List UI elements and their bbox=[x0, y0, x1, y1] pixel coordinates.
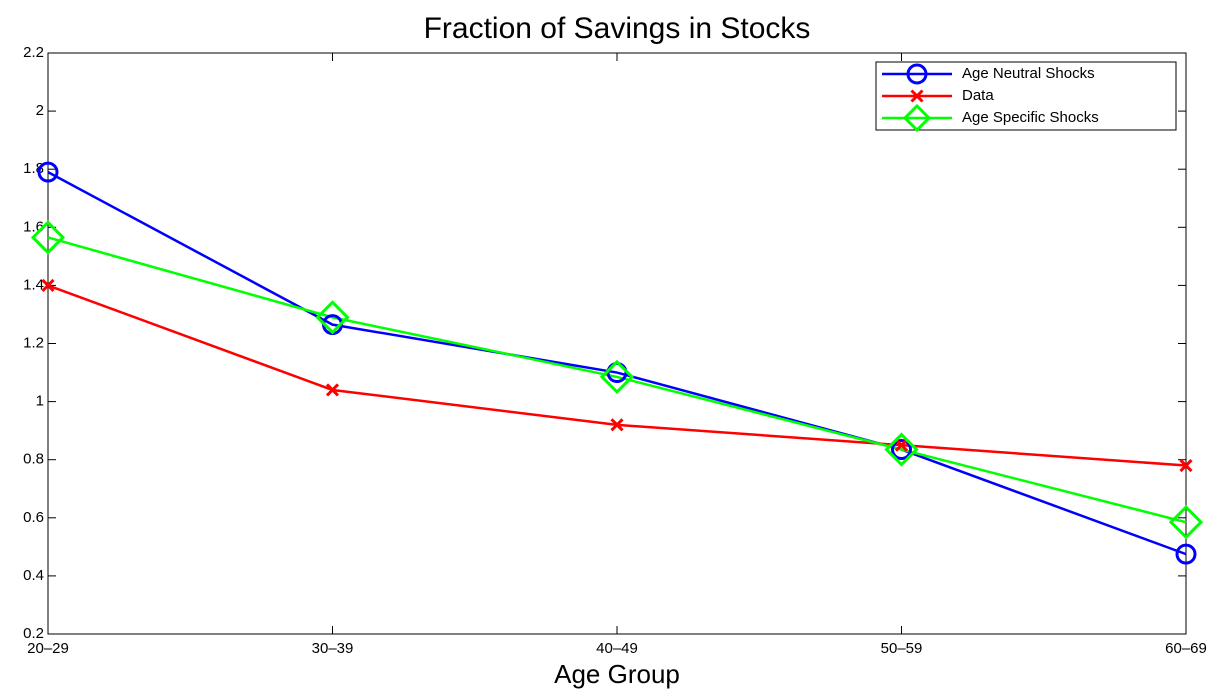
marker bbox=[1168, 505, 1204, 540]
marker bbox=[315, 300, 350, 335]
y-tick-label: 0.4 bbox=[23, 567, 44, 584]
legend-label: Age Specific Shocks bbox=[962, 109, 1099, 126]
x-tick-label: 60–69 bbox=[1165, 640, 1207, 657]
legend: Age Neutral Shocks Data Age Specific Shock… bbox=[875, 61, 1177, 133]
x-tick-label: 30–39 bbox=[312, 640, 354, 657]
marker bbox=[894, 438, 909, 452]
x-tick-label: 50–59 bbox=[881, 640, 923, 657]
legend-marker bbox=[902, 103, 932, 133]
marker bbox=[891, 439, 912, 461]
marker bbox=[30, 220, 66, 255]
marker bbox=[37, 161, 59, 183]
chart-title: Fraction of Savings in Stocks bbox=[424, 12, 811, 45]
y-tick-label: 0.6 bbox=[23, 509, 44, 526]
marker bbox=[41, 278, 55, 292]
x-axis-label: Age Group bbox=[554, 659, 680, 689]
x-tick-label: 20–29 bbox=[27, 640, 69, 657]
y-tick-label: 1 bbox=[36, 393, 44, 410]
series-line bbox=[47, 171, 1187, 556]
marker bbox=[599, 359, 635, 395]
y-tick-label: 2 bbox=[36, 102, 44, 119]
y-tick-label: 2.2 bbox=[23, 44, 44, 61]
marker bbox=[1175, 543, 1197, 565]
legend-label: Age Neutral Shocks bbox=[962, 65, 1095, 82]
marker bbox=[325, 383, 340, 397]
y-tick-label: 1.4 bbox=[23, 276, 44, 293]
legend-marker bbox=[906, 63, 928, 85]
y-tick-label: 1.2 bbox=[23, 334, 44, 351]
marker bbox=[610, 418, 624, 432]
legend-marker bbox=[910, 89, 924, 103]
legend-label: Data bbox=[962, 87, 994, 104]
x-tick-label: 40–49 bbox=[596, 640, 638, 657]
marker bbox=[1179, 458, 1193, 473]
marker bbox=[884, 432, 919, 467]
y-tick-label: 0.8 bbox=[23, 451, 44, 468]
series-line bbox=[47, 236, 1187, 524]
y-tick-label: 0.2 bbox=[23, 625, 44, 642]
y-tick-label: 1.6 bbox=[23, 218, 44, 235]
